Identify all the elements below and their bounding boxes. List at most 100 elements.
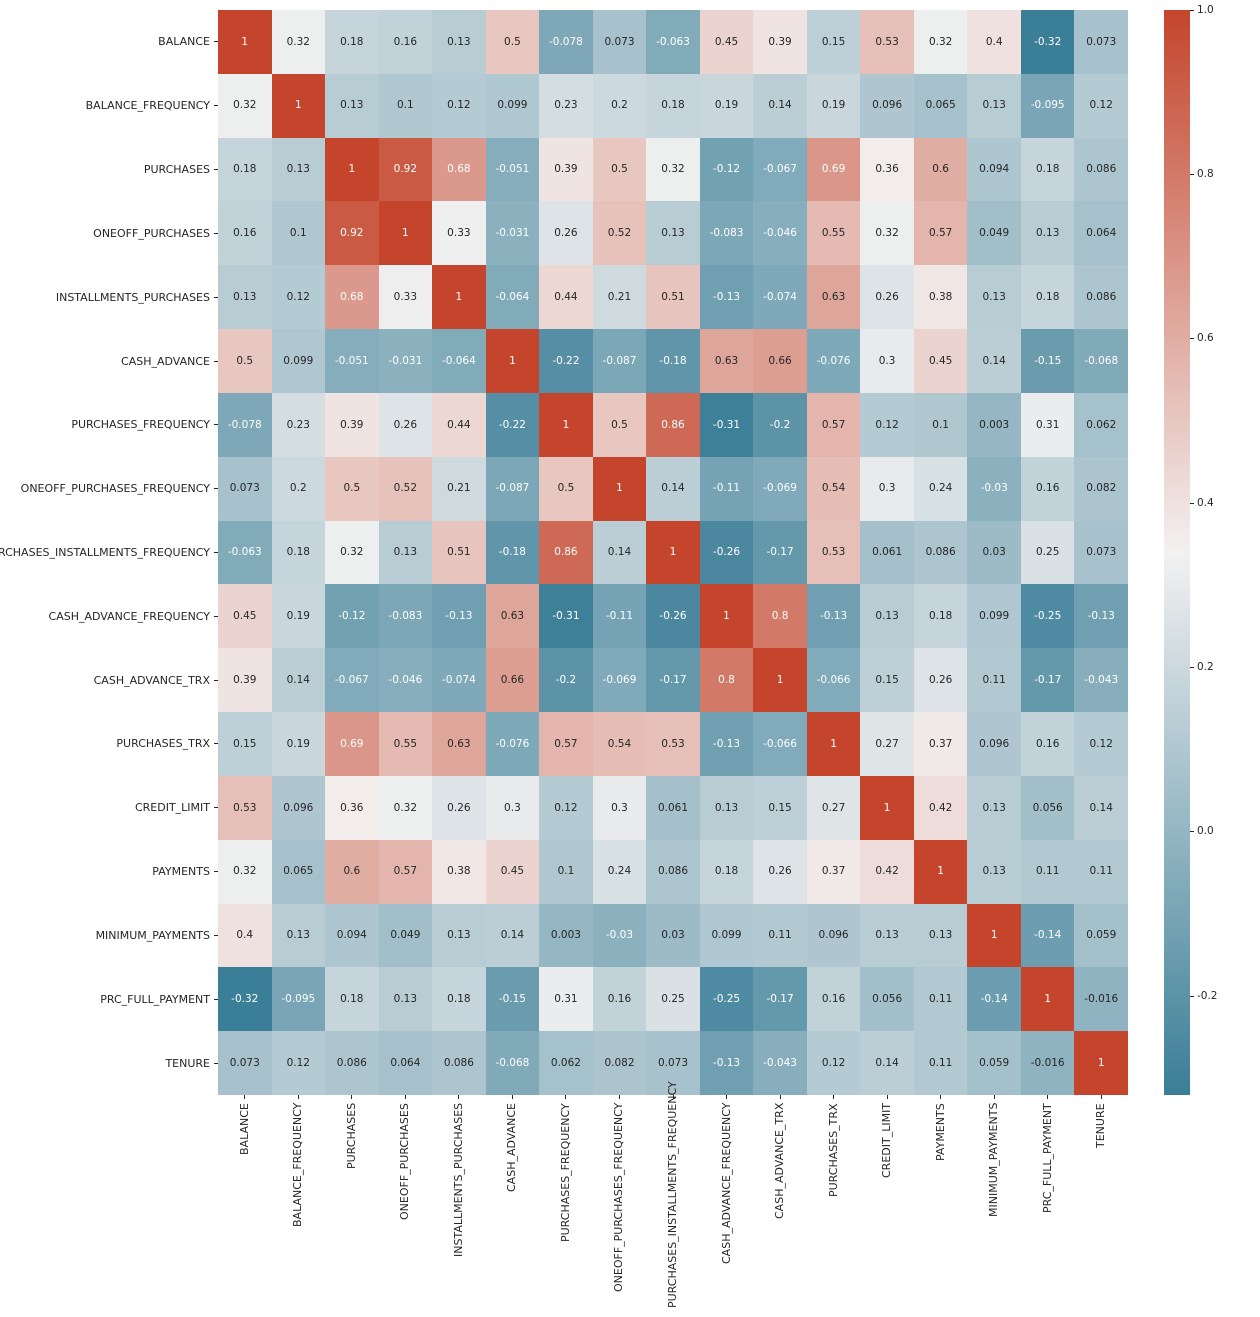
heatmap-cell: -0.063	[646, 10, 700, 74]
y-tick-mark	[214, 807, 218, 809]
heatmap-cell: 0.24	[913, 456, 968, 521]
heatmap-cell: 0.6	[325, 839, 379, 904]
y-tick-mark	[214, 169, 218, 171]
y-tick-mark	[214, 232, 218, 234]
heatmap-cell: 0.12	[432, 73, 486, 138]
y-tick-label: PURCHASES_TRX	[116, 737, 210, 751]
heatmap-cell: -0.043	[1074, 648, 1128, 713]
heatmap-cell: 0.03	[646, 903, 700, 968]
heatmap-cell: 0.6	[913, 137, 968, 202]
heatmap-cell: 0.18	[271, 520, 326, 585]
heatmap-cell: 0.37	[806, 839, 861, 904]
heatmap-cell: 0.073	[1074, 10, 1128, 74]
heatmap-cell: 0.14	[753, 73, 807, 138]
heatmap-cell: 0.86	[646, 392, 700, 457]
heatmap-cell: -0.087	[485, 456, 540, 521]
heatmap-cell: 1	[432, 265, 486, 330]
y-tick-mark	[214, 1062, 218, 1064]
y-tick-mark	[214, 679, 218, 681]
heatmap-cell: -0.064	[485, 265, 540, 330]
heatmap-cell: 0.049	[378, 903, 433, 968]
heatmap-cell: -0.25	[699, 967, 754, 1032]
colorbar-tick-label: 1.0	[1197, 3, 1214, 16]
heatmap-cell: 1	[271, 73, 326, 138]
heatmap-cell: 0.03	[967, 520, 1021, 585]
heatmap-cell: -0.32	[218, 967, 272, 1032]
heatmap-cell: 0.38	[913, 265, 968, 330]
heatmap-cell: 0.003	[539, 903, 593, 968]
colorbar-tick-mark	[1190, 9, 1194, 11]
heatmap-cell: 0.18	[699, 839, 754, 904]
heatmap-cell: 0.66	[485, 648, 540, 713]
heatmap-cell: 0.23	[539, 73, 593, 138]
heatmap-cell: 0.3	[485, 775, 540, 840]
heatmap-cell: 0.11	[913, 1031, 968, 1095]
heatmap-cell: 0.69	[806, 137, 861, 202]
heatmap-cell: 0.53	[646, 712, 700, 776]
heatmap-cell: 0.19	[271, 584, 326, 649]
heatmap-cell: -0.078	[218, 392, 272, 457]
heatmap-grid: 1 0.32 0.18 0.16 0.13 0.5 -0.078 0.073 -0.063 0.4…	[218, 10, 1128, 1095]
heatmap-cell: -0.051	[325, 329, 379, 393]
x-tick-label: PURCHASES	[344, 1103, 358, 1170]
y-tick-mark	[214, 488, 218, 490]
heatmap-cell: -0.18	[485, 520, 540, 585]
x-tick-label: BALANCE_FREQUENCY	[291, 1103, 305, 1228]
heatmap-cell: 0.26	[753, 839, 807, 904]
x-tick-mark	[565, 1095, 567, 1099]
heatmap-cell: 0.32	[218, 73, 272, 138]
x-tick-label: PURCHASES_FREQUENCY	[558, 1103, 572, 1242]
x-tick-label: ONEOFF_PURCHASES	[398, 1103, 412, 1220]
heatmap-cell: 1	[967, 903, 1021, 968]
heatmap-cell: -0.069	[592, 648, 647, 713]
heatmap-cell: 0.66	[753, 329, 807, 393]
heatmap-cell: 0.54	[806, 456, 861, 521]
heatmap-cell: 0.13	[378, 967, 433, 1032]
heatmap-cell: 0.5	[325, 456, 379, 521]
heatmap-cell: 0.18	[325, 967, 379, 1032]
heatmap-cell: 0.086	[913, 520, 968, 585]
x-tick-label: TENURE	[1094, 1103, 1108, 1148]
colorbar-tick-mark	[1190, 502, 1194, 504]
colorbar-tick-mark	[1190, 173, 1194, 175]
heatmap-cell: 0.27	[860, 712, 914, 776]
heatmap-cell: 0.5	[485, 10, 540, 74]
colorbar-tick-label: 0.6	[1197, 332, 1214, 345]
y-tick-mark	[214, 871, 218, 873]
heatmap-cell: 0.26	[539, 201, 593, 266]
y-tick-label: CASH_ADVANCE_FREQUENCY	[48, 609, 210, 623]
heatmap-cell: 0.056	[1020, 775, 1075, 840]
heatmap-cell: 1	[646, 520, 700, 585]
colorbar-tick-mark	[1190, 667, 1194, 669]
y-tick-label: TENURE	[165, 1056, 210, 1070]
heatmap-cell: 0.18	[1020, 265, 1075, 330]
heatmap-cell: 0.68	[432, 137, 486, 202]
heatmap-cell: -0.051	[485, 137, 540, 202]
heatmap-cell: 0.39	[753, 10, 807, 74]
heatmap-cell: 0.26	[913, 648, 968, 713]
heatmap-cell: 0.21	[432, 456, 486, 521]
heatmap-cell: 0.12	[1074, 712, 1128, 776]
x-tick-mark	[458, 1095, 460, 1099]
heatmap-cell: -0.067	[753, 137, 807, 202]
heatmap-cell: 0.15	[806, 10, 861, 74]
heatmap-cell: 0.13	[646, 201, 700, 266]
y-tick-mark	[214, 360, 218, 362]
heatmap-cell: 0.13	[699, 775, 754, 840]
heatmap-cell: 0.8	[699, 648, 754, 713]
x-tick-mark	[618, 1095, 620, 1099]
heatmap-cell: 0.13	[1020, 201, 1075, 266]
heatmap-cell: 0.36	[860, 137, 914, 202]
heatmap-cell: 0.11	[967, 648, 1021, 713]
heatmap-cell: 0.25	[1020, 520, 1075, 585]
heatmap-cell: 0.32	[646, 137, 700, 202]
heatmap-cell: 0.056	[860, 967, 914, 1032]
heatmap-cell: 0.18	[218, 137, 272, 202]
heatmap-cell: 0.096	[860, 73, 914, 138]
heatmap-cell: 0.13	[378, 520, 433, 585]
heatmap-cell: 0.3	[860, 456, 914, 521]
heatmap-cell: 0.18	[913, 584, 968, 649]
heatmap-cell: -0.067	[325, 648, 379, 713]
heatmap-cell: 0.073	[218, 456, 272, 521]
heatmap-cell: 0.16	[1020, 456, 1075, 521]
